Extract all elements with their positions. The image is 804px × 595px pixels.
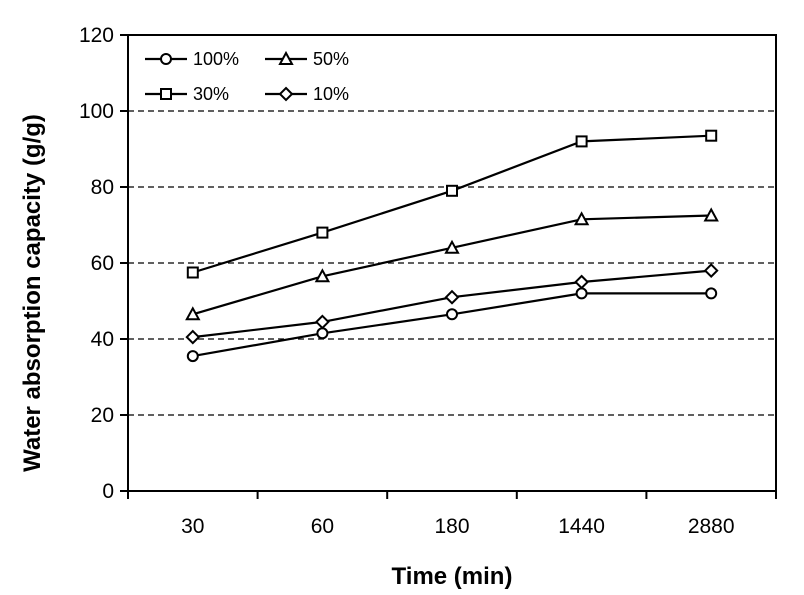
y-axis-ticks: 0 20 40 60 80 100 120 [79,24,128,503]
legend-item: 100% [145,49,239,69]
series-diamond [185,263,719,345]
data-point-triangle [444,239,460,254]
x-tick-label: 180 [434,515,469,538]
data-point-circle [575,287,588,300]
x-tick-label: 2880 [688,515,735,538]
legend-label: 10% [313,84,349,104]
data-point-square [705,129,718,142]
data-point-square [316,226,329,239]
data-point-circle [186,350,199,363]
x-tick-label: 1440 [558,515,605,538]
x-axis-ticks: 30 60 180 1440 2880 [127,491,777,538]
legend-marker-square [160,88,172,100]
legend-marker-diamond [278,86,294,102]
data-point-triangle [703,207,719,222]
y-tick-label: 0 [102,480,114,503]
legend-label: 100% [193,49,239,69]
y-axis-title: Water absorption capacity (g/g) [19,114,46,472]
data-point-square [186,266,199,279]
legend-marker-triangle [278,50,294,65]
y-tick-label: 100 [79,100,114,123]
data-point-diamond [703,263,719,279]
data-point-triangle [185,306,201,321]
legend-item: 30% [145,84,229,104]
legend-marker-circle [160,53,172,65]
legend-label: 30% [193,84,229,104]
data-point-diamond [574,274,590,290]
legend-label: 50% [313,49,349,69]
series-triangle [185,207,719,321]
series-square [186,129,718,279]
legend-item: 10% [265,84,349,104]
x-tick-label: 30 [181,515,204,538]
legend: 100% 50% 30% 10% [145,49,349,104]
data-point-circle [316,327,329,340]
data-point-triangle [314,268,331,283]
y-tick-label: 40 [91,328,114,351]
x-axis-title: Time (min) [392,563,513,590]
data-point-diamond [314,314,330,330]
y-tick-label: 60 [91,252,114,275]
data-point-square [575,135,588,148]
data-point-triangle [573,211,590,226]
data-series [185,129,719,363]
y-tick-label: 120 [79,24,114,47]
x-tick-label: 60 [311,515,334,538]
data-point-diamond [185,329,201,345]
data-point-square [446,184,458,197]
data-point-circle [446,308,458,321]
legend-item: 50% [265,49,349,69]
y-tick-label: 80 [91,176,114,199]
data-point-circle [705,287,718,300]
data-point-diamond [444,289,460,305]
y-tick-label: 20 [91,404,114,427]
